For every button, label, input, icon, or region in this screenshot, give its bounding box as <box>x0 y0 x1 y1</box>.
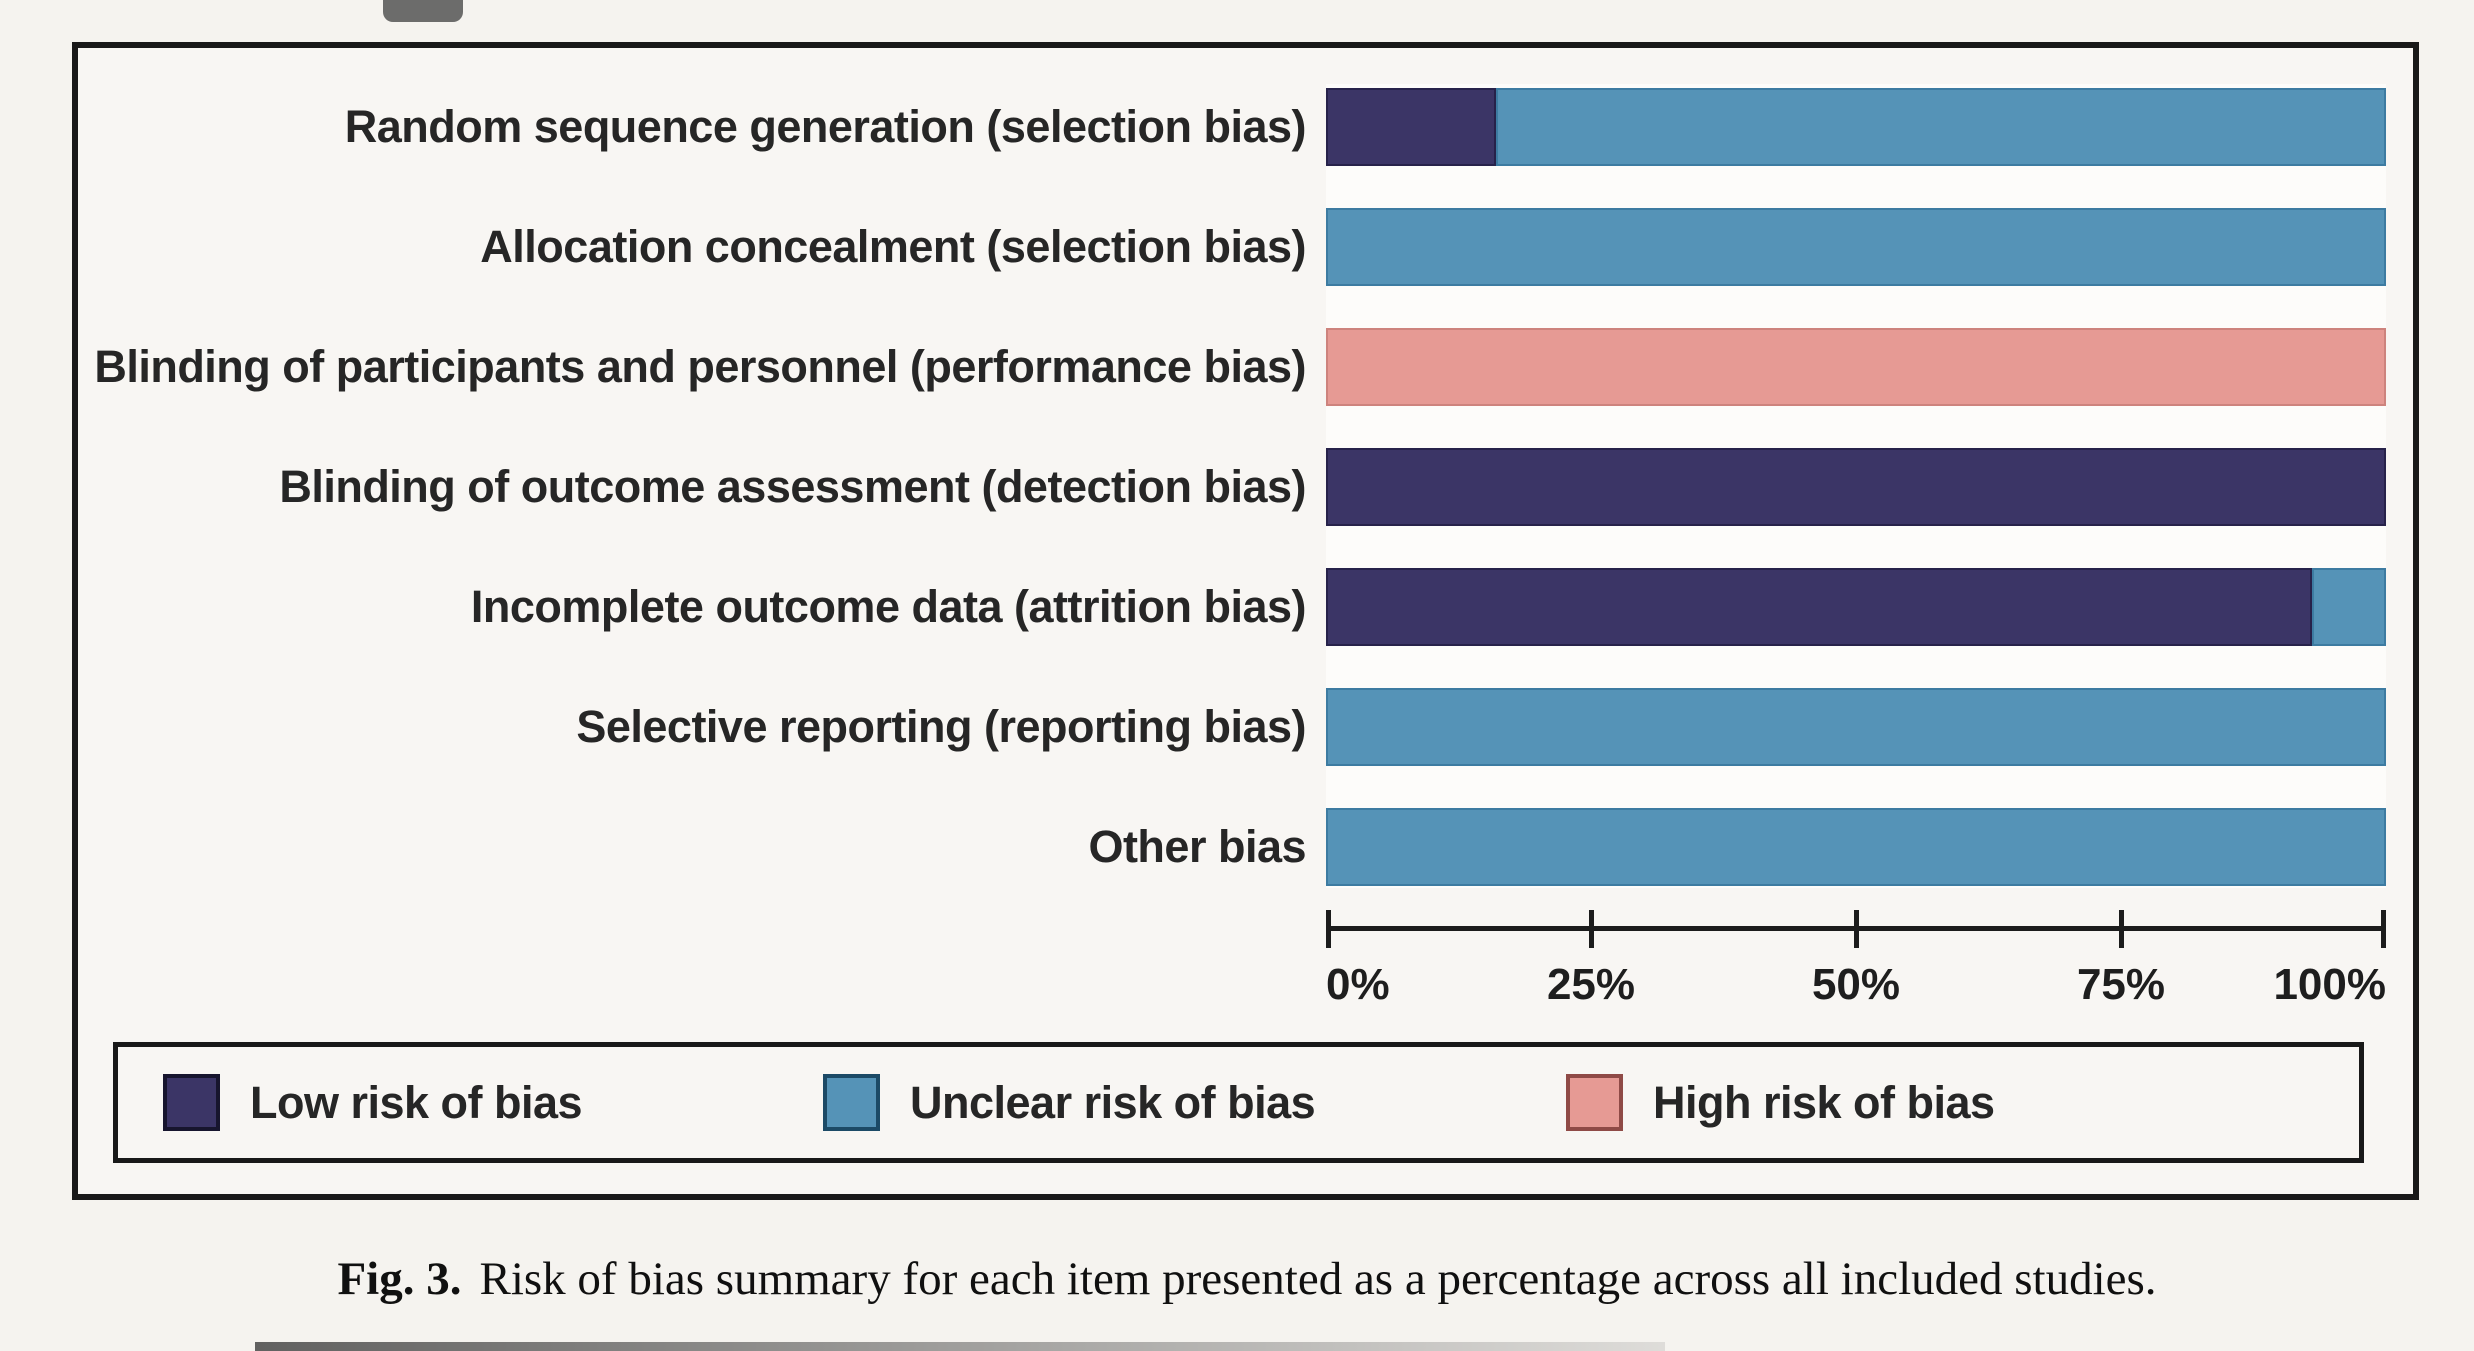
bar-segment-unclear_risk <box>2311 568 2386 646</box>
chart-row: Blinding of outcome assessment (detectio… <box>78 448 2413 526</box>
figure-caption: Fig. 3. Risk of bias summary for each ite… <box>0 1252 2474 1306</box>
scan-artifact-top <box>383 0 463 22</box>
row-label: Allocation concealment (selection bias) <box>480 221 1306 272</box>
bar <box>1326 448 2386 526</box>
legend-entry: Unclear risk of bias <box>823 1047 1316 1158</box>
bar-segment-high_risk <box>1326 328 2386 406</box>
bar-segment-unclear_risk <box>1326 808 2386 886</box>
bar-segment-unclear_risk <box>1495 88 2386 166</box>
risk-of-bias-figure: Random sequence generation (selection bi… <box>72 42 2419 1200</box>
chart-row: Blinding of participants and personnel (… <box>78 328 2413 406</box>
bar <box>1326 688 2386 766</box>
bar-rows: Random sequence generation (selection bi… <box>78 48 2413 1194</box>
row-label: Blinding of outcome assessment (detectio… <box>279 461 1306 512</box>
legend: Low risk of bias Unclear risk of bias High… <box>113 1042 2364 1163</box>
row-label: Random sequence generation (selection bi… <box>344 101 1307 152</box>
chart-row: Selective reporting (reporting bias) <box>78 688 2413 766</box>
bar <box>1326 808 2386 886</box>
row-label: Other bias <box>1088 821 1306 872</box>
caption-text: Risk of bias summary for each item prese… <box>479 1253 2157 1305</box>
bar-segment-low_risk <box>1326 88 1496 166</box>
chart-row: Incomplete outcome data (attrition bias) <box>78 568 2413 646</box>
x-axis-tick-label: 0% <box>1326 960 1390 1009</box>
legend-swatch-low_risk <box>163 1074 220 1131</box>
row-label: Selective reporting (reporting bias) <box>576 701 1306 752</box>
x-axis-tick-label: 50% <box>1811 960 1901 1009</box>
bar-segment-low_risk <box>1326 448 2386 526</box>
chart-row: Allocation concealment (selection bias) <box>78 208 2413 286</box>
x-axis-tick <box>1588 910 1594 948</box>
bar <box>1326 568 2386 646</box>
legend-label: Unclear risk of bias <box>910 1076 1316 1128</box>
x-axis-tick-label: 100% <box>2273 960 2386 1009</box>
scan-artifact-bottom <box>255 1342 1665 1351</box>
chart-row: Random sequence generation (selection bi… <box>78 88 2413 166</box>
x-axis-tick <box>1326 910 1331 948</box>
x-axis-tick <box>2118 910 2124 948</box>
x-axis-tick <box>1853 910 1859 948</box>
bar <box>1326 208 2386 286</box>
chart-row: Other bias <box>78 808 2413 886</box>
legend-label: High risk of bias <box>1653 1076 1995 1128</box>
legend-entry: Low risk of bias <box>163 1047 583 1158</box>
bar-segment-unclear_risk <box>1326 688 2386 766</box>
caption-label: Fig. 3. <box>337 1253 462 1305</box>
x-axis: 0% 25% 50% 75% 100% <box>1326 48 2386 1194</box>
legend-swatch-unclear_risk <box>823 1074 880 1131</box>
bar-segment-unclear_risk <box>1326 208 2386 286</box>
x-axis-tick-label: 75% <box>2076 960 2166 1009</box>
legend-swatch-high_risk <box>1566 1074 1623 1131</box>
legend-entry: High risk of bias <box>1566 1047 1995 1158</box>
x-axis-tick <box>2381 910 2386 948</box>
x-axis-tick-label: 25% <box>1546 960 1636 1009</box>
row-label: Blinding of participants and personnel (… <box>94 341 1306 392</box>
bar <box>1326 88 2386 166</box>
row-label: Incomplete outcome data (attrition bias) <box>470 581 1307 632</box>
bar <box>1326 328 2386 406</box>
legend-label: Low risk of bias <box>250 1076 583 1128</box>
bar-segment-low_risk <box>1326 568 2312 646</box>
